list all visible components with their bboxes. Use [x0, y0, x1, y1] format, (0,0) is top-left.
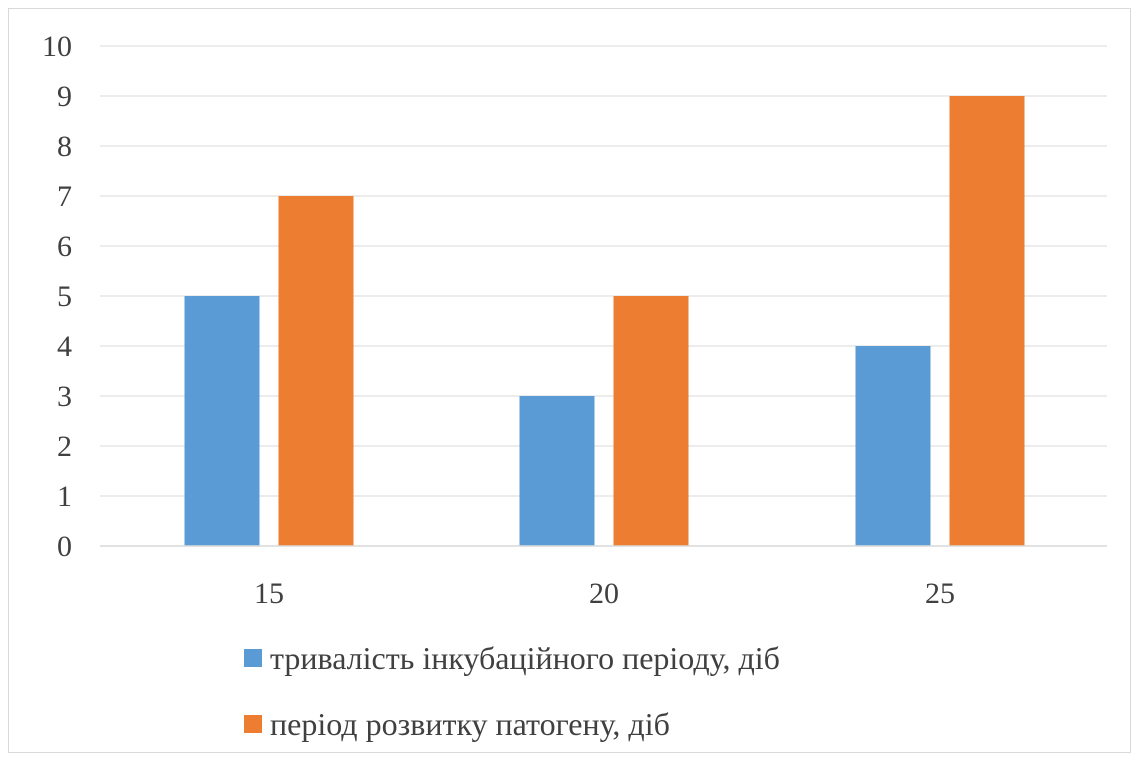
legend: тривалість інкубаційного періоду, діб пе… — [244, 640, 780, 772]
bars — [184, 96, 1025, 546]
y-tick-label-10: 10 — [42, 30, 72, 63]
y-tick-label-5: 5 — [57, 280, 72, 313]
y-tick-label-8: 8 — [57, 130, 72, 163]
y-tick-label-6: 6 — [57, 230, 72, 263]
bar-series-2-15 — [278, 196, 354, 546]
y-tick-label-0: 0 — [57, 530, 72, 563]
legend-label-series-2: період розвитку патогену, діб — [270, 705, 670, 742]
tick-labels: 0 1 2 3 4 5 6 7 8 9 10 15 20 25 — [42, 30, 955, 610]
legend-swatch-series-1 — [244, 649, 262, 667]
y-tick-label-3: 3 — [57, 380, 72, 413]
legend-label-series-1: тривалість інкубаційного періоду, діб — [270, 639, 780, 676]
x-tick-label-1: 20 — [589, 577, 619, 610]
legend-item-series-2: період розвитку патогену, діб — [244, 706, 780, 742]
y-tick-label-1: 1 — [57, 480, 72, 513]
bar-series-2-25 — [949, 96, 1025, 546]
y-tick-label-7: 7 — [57, 180, 72, 213]
legend-item-series-1: тривалість інкубаційного періоду, діб — [244, 640, 780, 676]
legend-swatch-series-2 — [244, 715, 262, 733]
y-tick-label-2: 2 — [57, 430, 72, 463]
y-tick-label-4: 4 — [57, 330, 72, 363]
x-tick-label-0: 15 — [254, 577, 284, 610]
bar-series-1-15 — [184, 296, 260, 546]
bar-series-1-25 — [855, 346, 931, 546]
x-tick-label-2: 25 — [925, 577, 955, 610]
y-tick-label-9: 9 — [57, 80, 72, 113]
bar-series-1-20 — [519, 396, 595, 546]
bar-series-2-20 — [613, 296, 689, 546]
